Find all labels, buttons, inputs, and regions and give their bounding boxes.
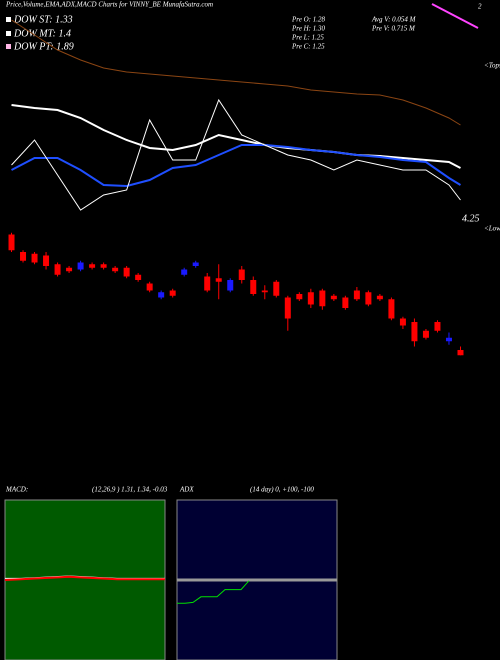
series-line [177,580,250,604]
candle-body [89,264,96,268]
legend-entry: DOW PT: 1.89 [13,41,74,52]
candle-body [192,262,199,266]
candle-body [353,290,360,300]
candle-body [434,322,441,331]
legend-swatch [6,31,11,36]
candle-body [319,290,326,307]
candle-body [112,267,119,272]
candle-body [181,269,188,275]
candle-body [77,262,84,270]
candle-body [31,253,38,263]
candle-body [204,276,211,291]
candle-body [457,350,464,356]
candle-body [100,264,107,268]
prev-value: Pre L: 1.25 [291,34,324,42]
candle-body [215,278,222,282]
annotation: <Lows [484,225,500,233]
candle-body [66,267,73,272]
candle-body [227,280,234,291]
candle-body [445,337,452,342]
panel-title: MACD: [5,486,28,494]
candle-body [158,292,165,298]
legend-entry: DOW ST: 1.33 [13,14,73,25]
prev-value: Pre V: 0.715 M [371,25,416,33]
candle-body [307,292,314,305]
candle-body [330,295,337,300]
candle-body [422,330,429,338]
y-tick-label: 4.25 [462,213,480,224]
panel-title: ADX [179,486,194,494]
series-line [11,144,462,188]
candle-body [43,255,50,266]
candle-body [365,292,372,305]
candle-body [238,269,245,280]
legend-swatch [6,17,11,22]
legend-swatch [6,44,11,49]
prev-value: Pre C: 1.25 [291,43,325,51]
candle-body [135,274,142,280]
panel-subtitle: (14 day) 0, +100, -100 [250,486,314,494]
candle-body [399,318,406,326]
candle-body [296,294,303,300]
series-line [4,575,165,581]
series-line [11,98,461,211]
chart-title: Price,Volume,EMA,ADX,MACD Charts for VIN… [5,1,213,9]
candle-body [146,283,153,291]
candle-body [261,290,268,293]
candle-body [342,297,349,308]
series-line [11,104,461,169]
candle-body [169,290,176,296]
candle-body [20,252,27,261]
prev-value: Avg V: 0.054 M [371,16,417,24]
candle-body [250,280,257,294]
candle-body [54,264,61,275]
annotation: <Tops [484,62,500,70]
candle-body [388,299,395,319]
candle-body [8,234,15,251]
prev-value: Pre O: 1.28 [291,16,325,24]
annotation: 2 [478,3,482,11]
prev-value: Pre H: 1.30 [291,25,325,33]
decoration-line [431,3,479,29]
candle-body [284,297,291,319]
panel-subtitle: (12,26,9 ) 1.31, 1.34, -0.03 [92,486,168,494]
candle-body [273,281,280,296]
candle-body [411,322,418,342]
candle-body [376,295,383,300]
candle-body [123,267,130,277]
series-line [11,19,461,126]
legend-entry: DOW MT: 1.4 [13,28,71,39]
